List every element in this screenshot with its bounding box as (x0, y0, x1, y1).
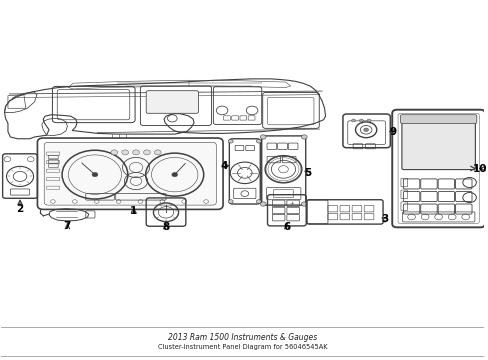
Circle shape (228, 200, 233, 203)
Text: 8: 8 (162, 222, 169, 232)
Circle shape (351, 119, 355, 122)
Circle shape (363, 128, 368, 132)
Circle shape (301, 135, 306, 139)
Circle shape (132, 150, 139, 155)
FancyBboxPatch shape (44, 142, 216, 205)
Circle shape (111, 150, 118, 155)
Text: 1: 1 (130, 206, 137, 216)
Text: 7: 7 (63, 221, 71, 231)
Text: Cluster-Instrument Panel Diagram for 56046545AK: Cluster-Instrument Panel Diagram for 560… (157, 344, 326, 350)
FancyBboxPatch shape (146, 91, 198, 113)
Text: 6: 6 (283, 222, 290, 231)
Circle shape (260, 202, 265, 206)
Text: 2: 2 (17, 204, 23, 214)
FancyBboxPatch shape (401, 117, 474, 170)
Circle shape (143, 150, 150, 155)
Circle shape (301, 202, 306, 206)
Circle shape (171, 172, 177, 177)
Circle shape (256, 139, 261, 143)
Text: +: + (289, 201, 293, 206)
Text: 4: 4 (220, 161, 227, 171)
Text: 2013 Ram 1500 Instruments & Gauges: 2013 Ram 1500 Instruments & Gauges (167, 333, 316, 342)
Text: 10: 10 (472, 163, 487, 174)
Text: 3: 3 (381, 215, 388, 224)
Circle shape (92, 172, 98, 177)
FancyBboxPatch shape (400, 115, 476, 123)
Text: 5: 5 (304, 168, 311, 178)
Circle shape (366, 119, 370, 122)
Circle shape (122, 150, 128, 155)
Text: 9: 9 (389, 127, 396, 136)
Circle shape (359, 119, 363, 122)
Circle shape (154, 150, 161, 155)
Circle shape (260, 135, 265, 139)
Circle shape (228, 139, 233, 143)
Circle shape (256, 200, 261, 203)
